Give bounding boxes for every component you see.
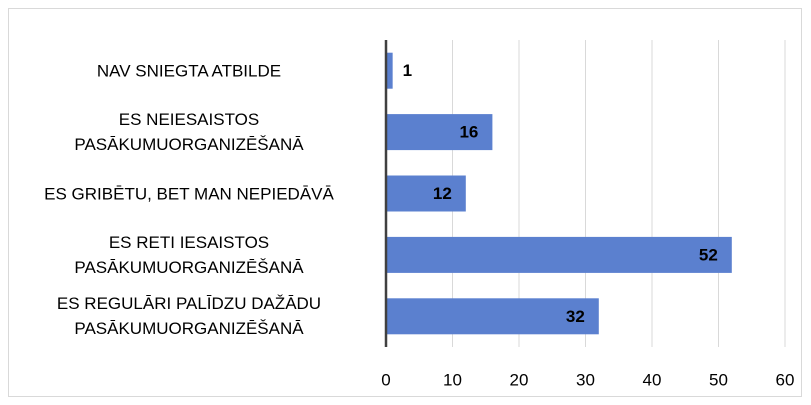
y-tick-label: ES RETI IESAISTOS PASĀKUMUORGANIZĒŠANĀ (74, 232, 304, 277)
x-tick-label: 0 (381, 370, 390, 389)
bar (386, 114, 493, 151)
x-tick-label: 40 (643, 370, 662, 389)
value-label: 52 (699, 245, 718, 264)
value-label: 12 (433, 184, 452, 203)
value-label: 1 (403, 61, 412, 80)
y-tick-label: NAV SNIEGTA ATBILDE (96, 61, 282, 81)
y-tick-label: ES NEIESAISTOS PASĀKUMUORGANIZĒŠANĀ (74, 110, 304, 155)
x-tick-label: 30 (576, 370, 595, 389)
value-label: 16 (459, 123, 478, 142)
bar (386, 236, 732, 273)
value-label: 32 (566, 307, 585, 326)
x-tick-label: 50 (709, 370, 728, 389)
bar (386, 52, 393, 89)
x-tick-label: 60 (776, 370, 795, 389)
x-tick-label: 20 (510, 370, 529, 389)
bar (386, 298, 599, 335)
y-tick-label: ES GRIBĒTU, BET MAN NEPIEDĀVĀ (44, 184, 334, 203)
bar (386, 175, 466, 212)
x-tick-label: 10 (443, 370, 462, 389)
y-tick-label: ES REGULĀRI PALĪDZU DAŽĀDU PASĀKUMUORGAN… (56, 294, 322, 339)
